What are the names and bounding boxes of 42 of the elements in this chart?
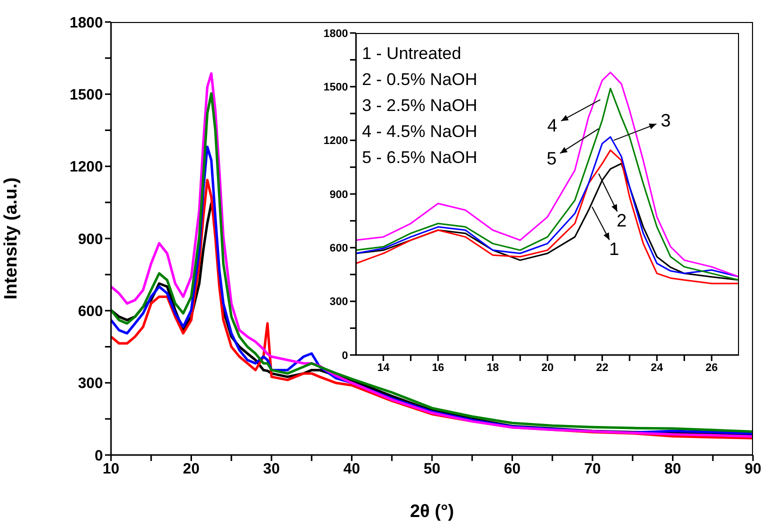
y-tick-label: 1500: [324, 82, 348, 94]
y-tick-label: 600: [78, 302, 103, 320]
y-tick-label: 0: [342, 350, 348, 362]
x-tick-label: 14: [377, 362, 390, 374]
x-tick-label: 24: [650, 362, 664, 374]
annotation: 2 - 0.5% NaOH: [362, 70, 478, 89]
y-tick-label: 900: [78, 230, 103, 248]
y-tick-label: 1200: [324, 135, 348, 148]
y-tick-label: 600: [330, 242, 348, 255]
y-tick-label: 1500: [70, 86, 103, 104]
annotation: 1: [609, 238, 620, 259]
y-tick-label: 1800: [70, 14, 103, 32]
x-tick-label: 10: [102, 460, 120, 478]
x-tick-label: 90: [744, 460, 762, 478]
x-tick-label: 22: [596, 362, 608, 374]
y-tick-label: 1800: [324, 28, 348, 40]
annotation: 3 - 2.5% NaOH: [362, 96, 478, 115]
x-tick-label: 40: [343, 460, 360, 478]
x-tick-label: 26: [706, 362, 718, 374]
annotation: 5 - 6.5% NaOH: [362, 148, 478, 167]
annotation: 3: [660, 110, 671, 130]
y-axis-title: Intensity (a.u.): [0, 177, 20, 300]
y-tick-label: 300: [78, 375, 103, 392]
x-tick-label: 20: [182, 460, 200, 478]
y-tick-label: 300: [330, 296, 348, 308]
annotation: 4: [547, 116, 558, 136]
x-tick-label: 20: [541, 362, 554, 374]
x-tick-label: 80: [664, 460, 682, 478]
annotation: 4 - 4.5% NaOH: [362, 122, 478, 141]
x-tick-label: 70: [584, 460, 601, 478]
annotation: 1 - Untreated: [362, 44, 462, 63]
x-tick-label: 50: [424, 460, 440, 478]
y-tick-label: 1200: [70, 158, 103, 176]
annotation: 5: [546, 148, 557, 169]
x-tick-label: 16: [432, 362, 444, 374]
annotation: 2: [616, 210, 627, 231]
x-tick-label: 30: [263, 460, 280, 478]
x-tick-label: 18: [486, 362, 499, 374]
x-tick-label: 60: [504, 460, 521, 478]
y-tick-label: 900: [330, 188, 348, 201]
y-tick-label: 0: [94, 447, 103, 464]
x-axis-title: 2θ (°): [410, 501, 454, 521]
